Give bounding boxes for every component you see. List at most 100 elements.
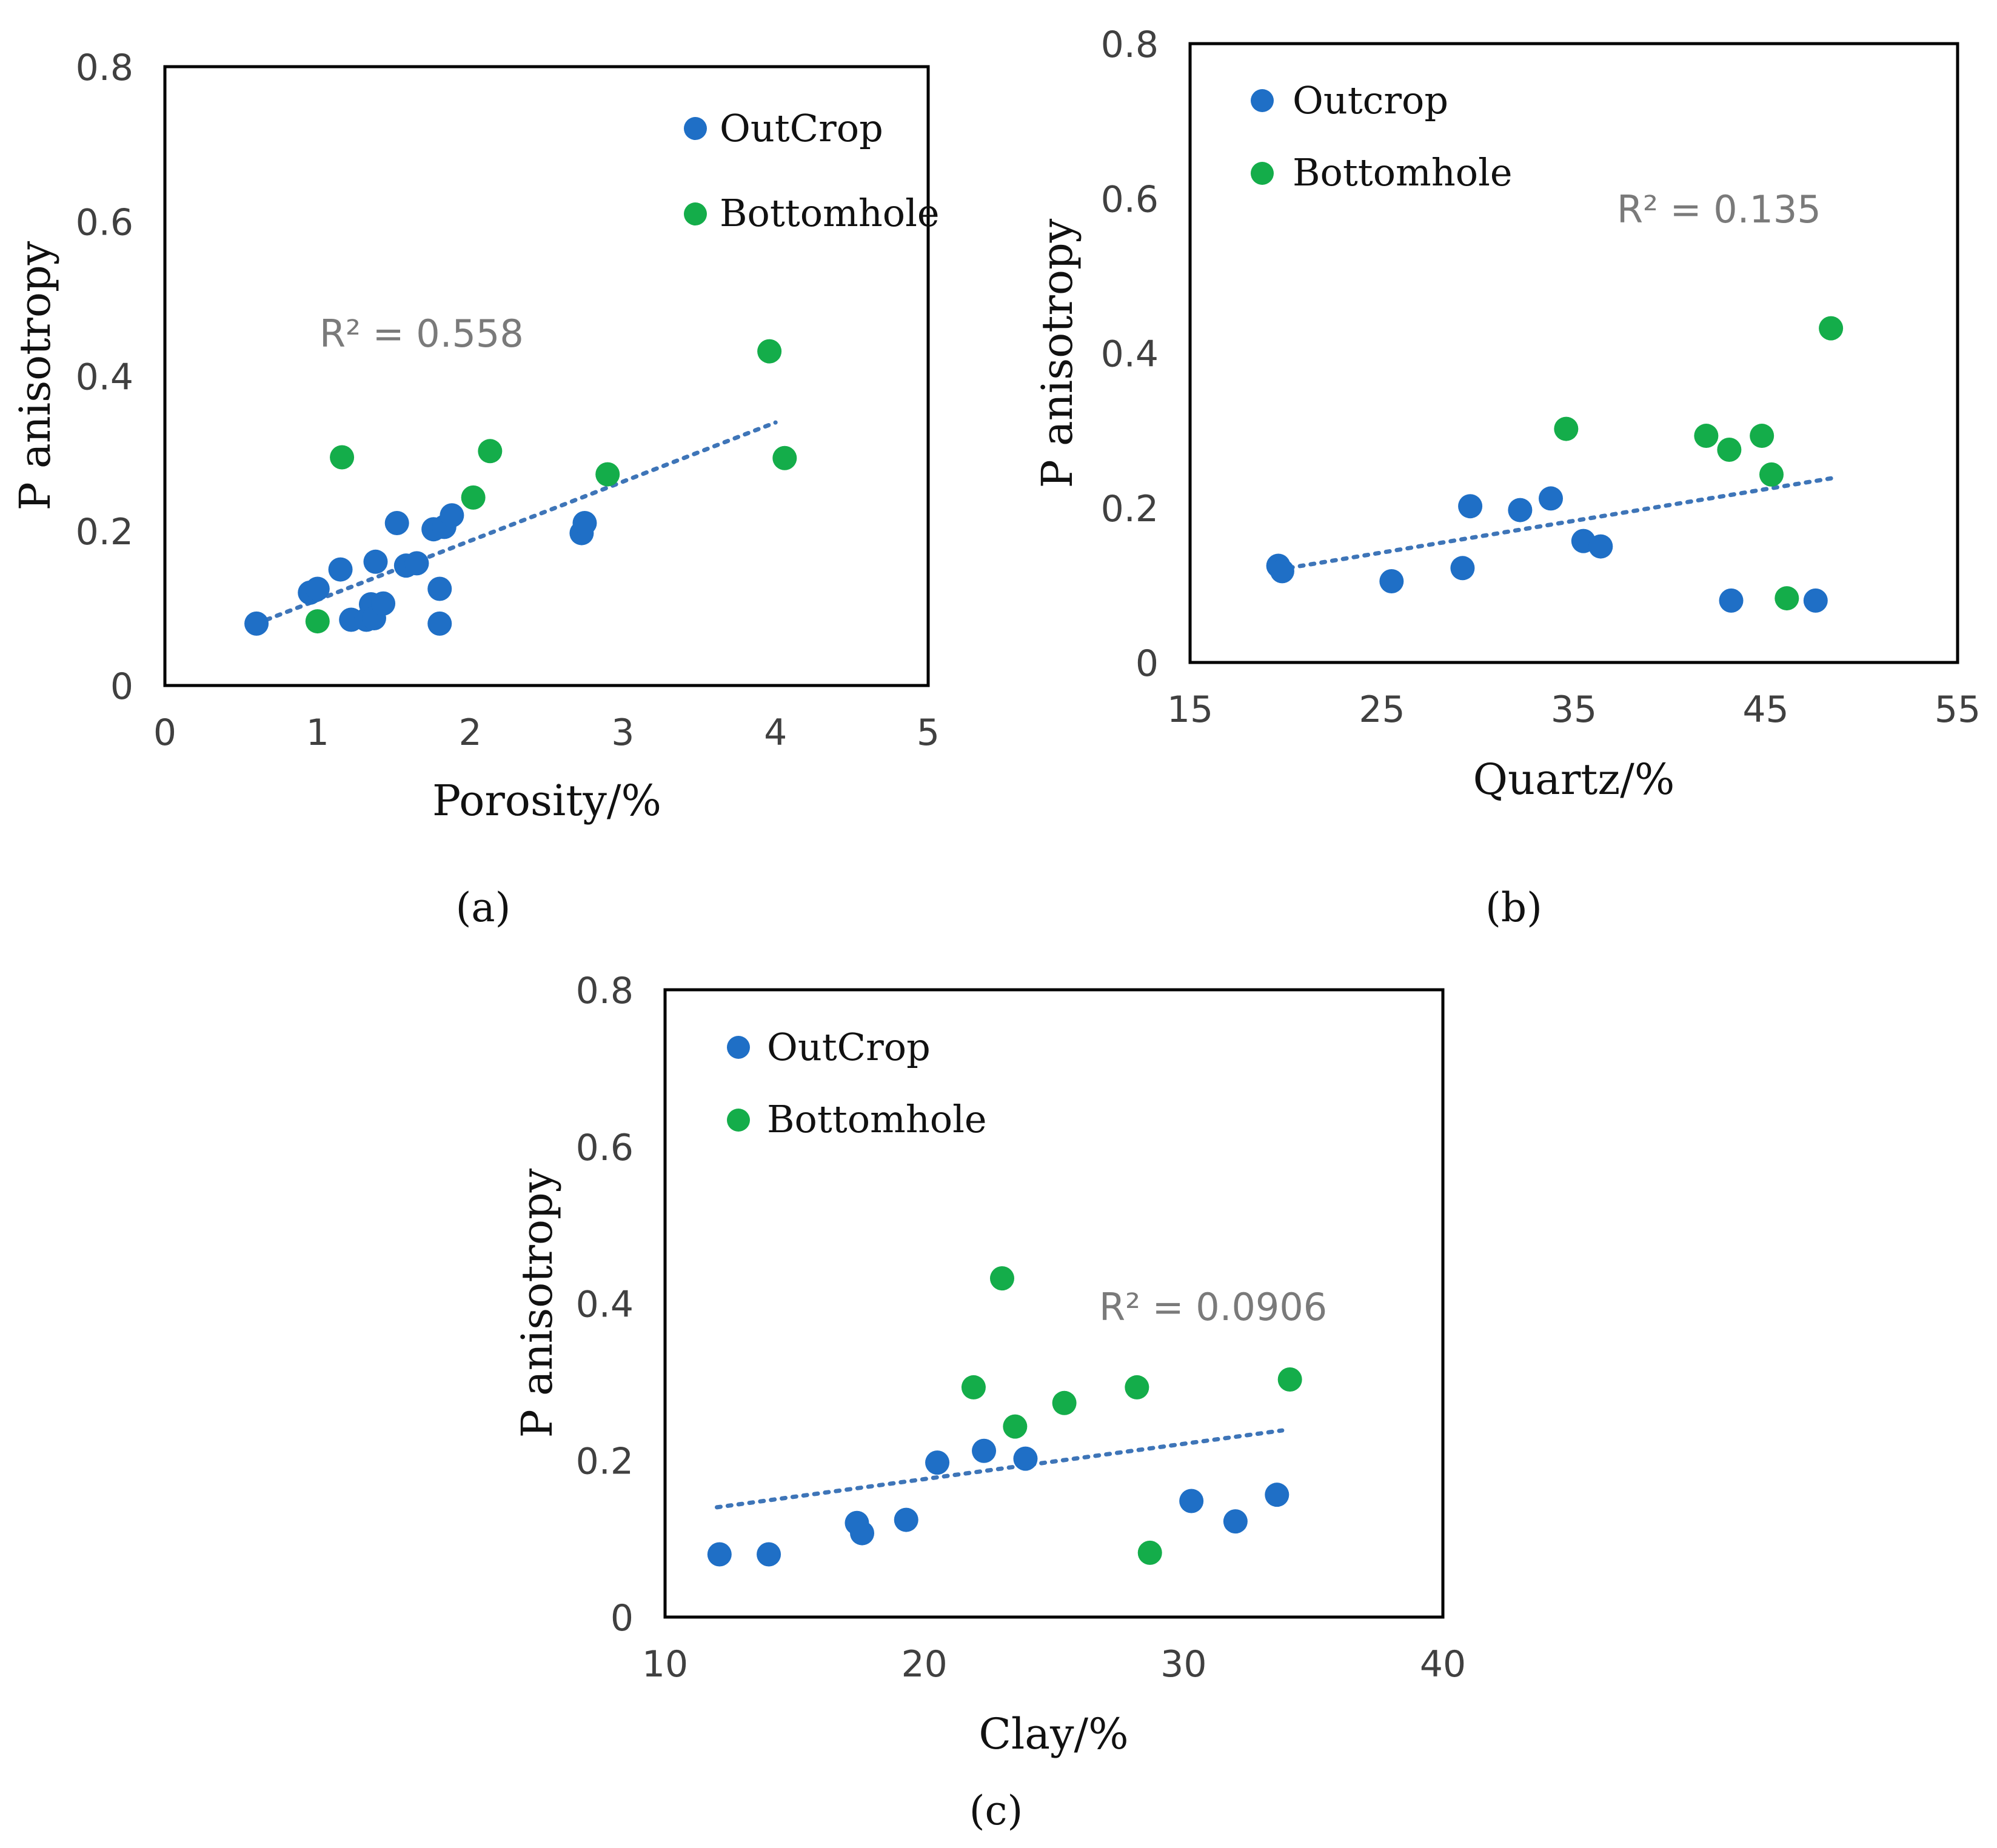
plot-area-a (163, 65, 930, 687)
x-tick-label: 55 (1935, 689, 1981, 731)
data-point-bottomhole (1775, 586, 1799, 611)
y-tick-label: 0.4 (76, 356, 133, 399)
data-point-outcrop (972, 1438, 997, 1463)
data-point-outcrop (925, 1450, 950, 1475)
y-tick-label: 0.6 (576, 1127, 634, 1169)
y-tick-label: 0 (1136, 642, 1159, 685)
x-axis-label-a: Porosity/% (432, 776, 661, 826)
data-point-bottomhole (1717, 438, 1742, 462)
data-point-outcrop (371, 591, 396, 616)
x-tick-label: 1 (306, 712, 329, 754)
x-tick-label: 3 (611, 712, 634, 754)
legend-marker-outcrop-b (1251, 89, 1274, 112)
x-tick-label: 45 (1742, 689, 1788, 731)
data-point-outcrop (1719, 588, 1744, 613)
x-tick-label: 0 (153, 712, 176, 754)
data-point-outcrop (427, 611, 452, 636)
data-point-bottomhole (1554, 416, 1579, 441)
data-point-bottomhole (461, 485, 486, 510)
tick-labels-a: 0 1 2 3 4 5 0 0.2 0.4 0.6 0.8 (76, 47, 940, 754)
data-point-outcrop (384, 510, 409, 535)
y-tick-label: 0.8 (76, 47, 133, 89)
y-tick-label: 0.4 (576, 1284, 634, 1326)
trendline-c (715, 1428, 1285, 1510)
legend-marker-bottomhole-c (727, 1109, 750, 1132)
panel-c: 10 20 30 40 0 0.2 0.4 0.6 0.8 R² = 0.0906 OutCro… (512, 970, 1466, 1834)
legend-label-outcrop-c: OutCrop (767, 1025, 931, 1069)
y-tick-label: 0.6 (1101, 178, 1159, 221)
data-point-outcrop (1539, 486, 1564, 511)
data-point-bottomhole (595, 462, 620, 487)
data-point-bottomhole (1003, 1414, 1028, 1439)
data-point-outcrop (894, 1507, 918, 1532)
data-point-bottomhole (1277, 1367, 1302, 1392)
y-tick-label: 0.8 (576, 970, 634, 1012)
x-tick-label: 35 (1551, 689, 1597, 731)
legend-label-bottomhole-a: Bottomhole (720, 191, 940, 235)
legend-marker-bottomhole-b (1251, 162, 1274, 185)
x-tick-label: 15 (1167, 689, 1213, 731)
plot-area-b (1188, 42, 1959, 664)
points-a (244, 339, 797, 636)
data-point-outcrop (1269, 559, 1294, 584)
x-tick-label: 25 (1359, 689, 1405, 731)
data-point-bottomhole (1694, 424, 1719, 449)
x-tick-label: 20 (901, 1643, 947, 1686)
tick-labels-b: 15 25 35 45 55 0 0.2 0.4 0.6 0.8 (1101, 24, 1981, 731)
x-tick-label: 4 (764, 712, 787, 754)
y-tick-label: 0 (110, 665, 133, 708)
x-tick-label: 10 (642, 1643, 688, 1686)
caption-c: (c) (969, 1787, 1023, 1834)
data-point-outcrop (1803, 588, 1828, 613)
y-tick-label: 0.4 (1101, 333, 1159, 376)
data-point-bottomhole (478, 439, 503, 464)
legend-label-bottomhole-c: Bottomhole (767, 1097, 987, 1141)
data-point-outcrop (440, 503, 464, 528)
r-squared-label-c: R² = 0.0906 (1099, 1285, 1327, 1329)
data-point-outcrop (1379, 569, 1404, 593)
legend-label-bottomhole-b: Bottomhole (1293, 150, 1513, 195)
x-axis-label-c: Clay/% (978, 1709, 1128, 1759)
legend-label-outcrop-b: Outcrop (1293, 78, 1448, 122)
y-axis-label-a: P anisotropy (10, 241, 60, 510)
x-tick-label: 40 (1420, 1643, 1466, 1686)
caption-b: (b) (1485, 884, 1542, 931)
y-tick-label: 0 (610, 1597, 634, 1640)
legend-label-outcrop-a: OutCrop (720, 106, 883, 150)
x-tick-label: 30 (1160, 1643, 1206, 1686)
data-point-outcrop (427, 576, 452, 601)
data-point-outcrop (1508, 498, 1533, 522)
data-point-outcrop (572, 510, 597, 535)
data-point-outcrop (1223, 1509, 1248, 1534)
data-point-outcrop (404, 551, 429, 576)
data-point-outcrop (244, 611, 269, 636)
data-point-bottomhole (757, 339, 782, 364)
y-tick-label: 0.2 (1101, 488, 1159, 530)
data-point-outcrop (1450, 556, 1475, 581)
data-point-outcrop (363, 549, 388, 574)
data-point-bottomhole (961, 1375, 986, 1399)
data-point-bottomhole (1750, 424, 1775, 449)
legend-marker-outcrop-a (684, 117, 707, 140)
data-point-outcrop (328, 557, 353, 582)
data-point-bottomhole (772, 445, 797, 470)
y-tick-label: 0.2 (76, 511, 133, 553)
r-squared-label-a: R² = 0.558 (319, 312, 524, 356)
plot-area-c (663, 988, 1445, 1619)
data-point-outcrop (1588, 534, 1613, 559)
y-axis-label-c: P anisotropy (512, 1168, 562, 1438)
data-point-outcrop (707, 1542, 732, 1567)
panel-a: 0 1 2 3 4 5 0 0.2 0.4 0.6 0.8 R² = 0.558 OutCrop B… (10, 47, 940, 931)
y-tick-label: 0.6 (76, 201, 133, 244)
legend-marker-bottomhole-a (684, 202, 707, 225)
y-tick-label: 0.8 (1101, 24, 1159, 66)
panel-b: 15 25 35 45 55 0 0.2 0.4 0.6 0.8 R² = 0.135 Outcr… (1032, 24, 1981, 931)
data-point-bottomhole (1759, 462, 1784, 487)
data-point-bottomhole (330, 445, 355, 470)
data-point-outcrop (1179, 1489, 1204, 1513)
trendline-a (254, 420, 778, 626)
data-point-outcrop (850, 1521, 875, 1546)
data-point-bottomhole (1052, 1390, 1077, 1415)
caption-a: (a) (456, 884, 511, 931)
points-b (1266, 316, 1844, 613)
